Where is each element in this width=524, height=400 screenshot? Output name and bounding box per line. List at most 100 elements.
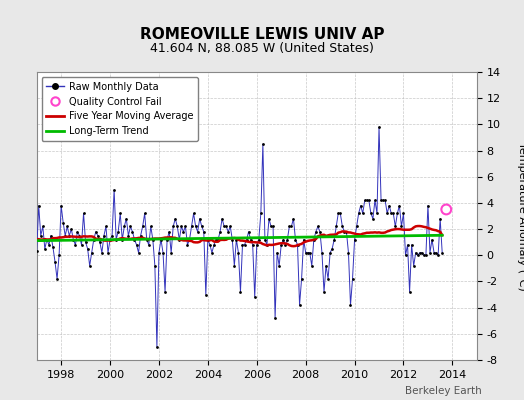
- Point: [253, 242, 261, 248]
- Point: [102, 223, 110, 230]
- Point: [406, 289, 414, 295]
- Point: [42, 236, 51, 243]
- Point: [314, 223, 322, 230]
- Point: [361, 197, 369, 204]
- Point: [218, 216, 226, 222]
- Point: [422, 252, 430, 258]
- Point: [97, 250, 106, 256]
- Point: [291, 236, 300, 243]
- Point: [271, 315, 279, 321]
- Point: [312, 228, 320, 235]
- Point: [226, 223, 234, 230]
- Point: [373, 210, 381, 216]
- Point: [371, 197, 379, 204]
- Point: [269, 223, 277, 230]
- Point: [416, 250, 424, 256]
- Point: [336, 210, 344, 216]
- Point: [165, 228, 173, 235]
- Point: [185, 236, 194, 243]
- Point: [220, 223, 228, 230]
- Point: [418, 250, 426, 256]
- Point: [204, 236, 212, 243]
- Point: [346, 302, 355, 308]
- Point: [426, 250, 434, 256]
- Point: [385, 202, 394, 209]
- Point: [263, 242, 271, 248]
- Point: [69, 236, 78, 243]
- Point: [108, 232, 116, 239]
- Point: [151, 262, 159, 269]
- Point: [120, 223, 128, 230]
- Point: [94, 232, 102, 239]
- Point: [320, 289, 328, 295]
- Point: [134, 250, 143, 256]
- Point: [118, 236, 126, 243]
- Point: [277, 242, 286, 248]
- Point: [438, 250, 446, 256]
- Point: [430, 250, 438, 256]
- Point: [338, 223, 346, 230]
- Point: [244, 228, 253, 235]
- Point: [92, 228, 100, 235]
- Point: [210, 242, 218, 248]
- Point: [397, 223, 406, 230]
- Point: [128, 228, 137, 235]
- Point: [334, 210, 343, 216]
- Point: [428, 236, 436, 243]
- Point: [358, 210, 367, 216]
- Point: [293, 242, 302, 248]
- Point: [136, 232, 145, 239]
- Point: [41, 246, 49, 252]
- Point: [177, 223, 185, 230]
- Point: [273, 250, 281, 256]
- Point: [279, 236, 288, 243]
- Point: [78, 242, 86, 248]
- Point: [298, 276, 306, 282]
- Point: [316, 228, 324, 235]
- Point: [159, 250, 167, 256]
- Point: [296, 302, 304, 308]
- Point: [47, 232, 55, 239]
- Point: [303, 250, 312, 256]
- Point: [354, 210, 363, 216]
- Point: [73, 228, 82, 235]
- Point: [200, 228, 208, 235]
- Point: [55, 252, 63, 258]
- Point: [67, 226, 75, 232]
- Point: [340, 228, 348, 235]
- Point: [216, 228, 224, 235]
- Point: [37, 232, 45, 239]
- Point: [399, 210, 408, 216]
- Point: [149, 236, 157, 243]
- Point: [383, 210, 391, 216]
- Point: [436, 216, 444, 222]
- Point: [330, 236, 339, 243]
- Point: [326, 250, 334, 256]
- Point: [267, 223, 275, 230]
- Point: [411, 250, 420, 256]
- Point: [322, 262, 330, 269]
- Point: [191, 223, 200, 230]
- Point: [214, 236, 222, 243]
- Point: [79, 210, 88, 216]
- Point: [133, 242, 141, 248]
- Point: [114, 228, 123, 235]
- Point: [393, 210, 401, 216]
- Point: [401, 252, 410, 258]
- Point: [122, 216, 130, 222]
- Point: [238, 242, 247, 248]
- Point: [32, 248, 41, 254]
- Point: [145, 242, 153, 248]
- Point: [287, 223, 296, 230]
- Point: [126, 223, 135, 230]
- Point: [369, 216, 377, 222]
- Point: [71, 242, 80, 248]
- Point: [387, 210, 396, 216]
- Point: [409, 262, 418, 269]
- Point: [257, 210, 265, 216]
- Point: [116, 210, 124, 216]
- Text: Berkeley Earth: Berkeley Earth: [406, 386, 482, 396]
- Point: [281, 242, 289, 248]
- Point: [112, 236, 121, 243]
- Point: [389, 210, 398, 216]
